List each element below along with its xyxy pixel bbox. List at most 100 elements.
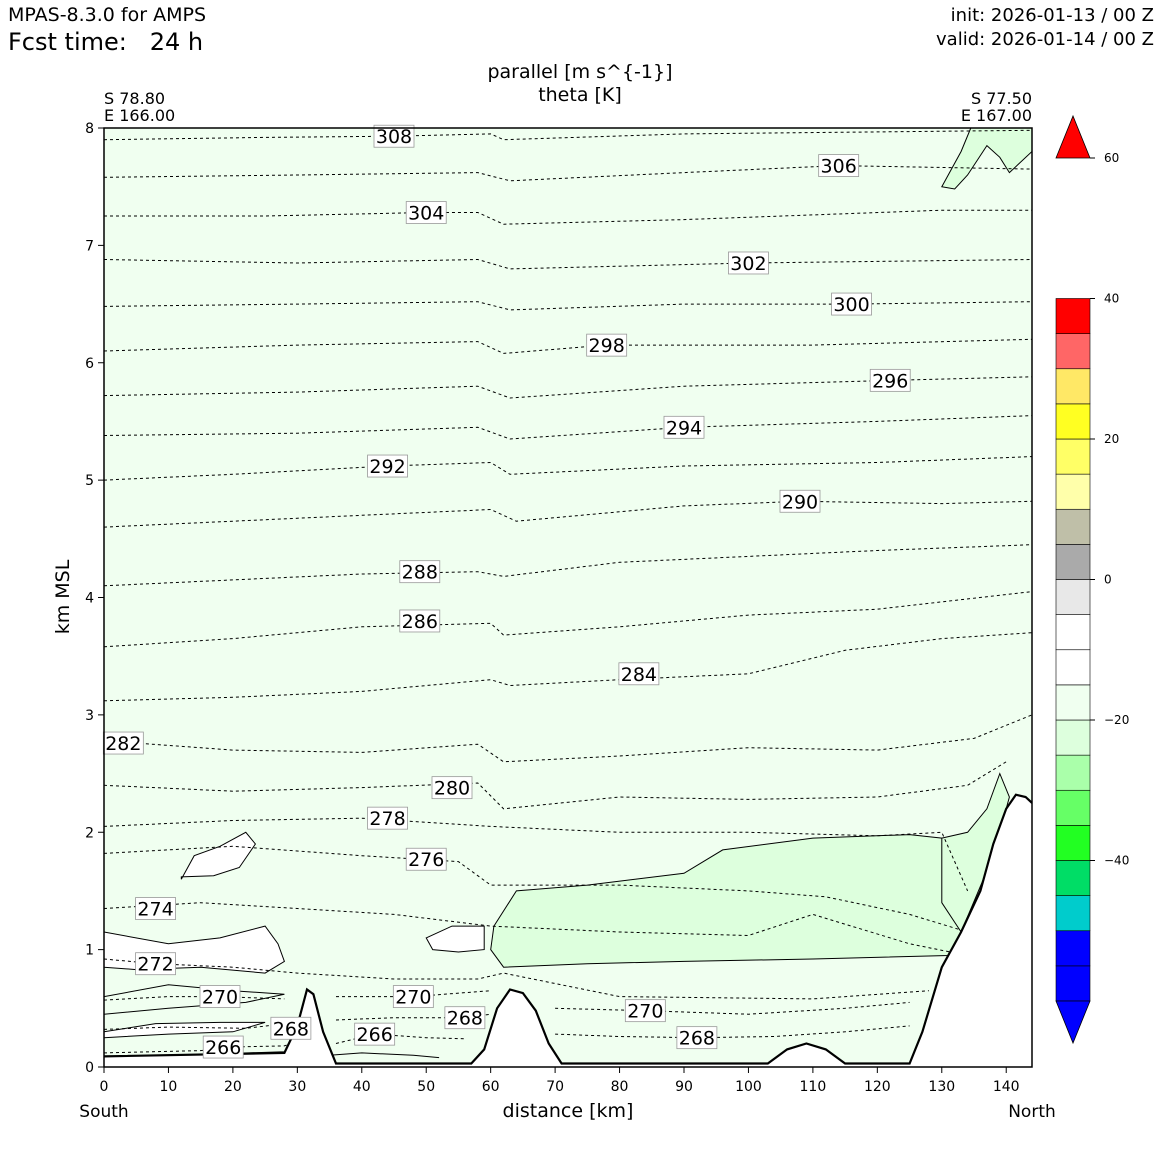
colorbar-segment-2	[1055, 895, 1091, 932]
colorbar-tick-label-4: −20	[1104, 713, 1129, 727]
y-tick-label-5: 5	[85, 473, 94, 489]
theta-label-text: 268	[447, 1008, 483, 1030]
y-tick-label-3: 3	[85, 708, 94, 724]
theta-label-286-15: 286	[399, 609, 441, 633]
y-tick-label-8: 8	[85, 121, 94, 137]
theta-label-text: 300	[833, 294, 869, 316]
theta-label-282-13: 282	[102, 731, 144, 755]
theta-label-box	[444, 1006, 486, 1030]
colorbar-tick-label-1: 40	[1104, 292, 1119, 306]
theta-contour-280-12	[104, 761, 1007, 810]
colorbar-segment-19	[1055, 298, 1091, 334]
x-tick-label-90: 90	[675, 1079, 693, 1095]
theta-label-270-7: 270	[624, 999, 666, 1023]
theta-label-text: 304	[408, 203, 444, 225]
theta-label-306-25: 306	[818, 154, 860, 178]
terrain-line	[104, 793, 1032, 1065]
theta-label-box	[135, 897, 176, 920]
theta-contour-276-10	[104, 845, 968, 933]
theta-contour-298-21	[104, 338, 1032, 354]
theta-label-274-9: 274	[135, 897, 176, 921]
theta-label-box	[869, 368, 911, 392]
theta-label-288-16: 288	[399, 560, 441, 584]
theta-label-text: 308	[376, 126, 412, 148]
theta-label-box	[354, 1022, 396, 1046]
x-tick-label-100: 100	[735, 1079, 762, 1095]
theta-label-266-0: 266	[202, 1035, 244, 1059]
theta-label-text: 294	[666, 417, 702, 439]
theta-label-276-10: 276	[405, 847, 447, 871]
theta-label-box	[663, 415, 705, 439]
y-tick-label-4: 4	[85, 591, 94, 607]
colorbar-segment-13	[1055, 508, 1091, 545]
init-time: init: 2026-01-13 / 00 Z	[950, 5, 1154, 26]
theta-label-text: 302	[730, 253, 766, 275]
wind-contour-1	[104, 984, 285, 1015]
south-label: South	[79, 1102, 128, 1122]
theta-label-text: 280	[434, 778, 470, 800]
theta-contour-274-9	[104, 902, 968, 956]
theta-label-292-18: 292	[367, 454, 408, 478]
theta-contour-290-17	[104, 500, 1032, 528]
theta-label-box	[431, 776, 473, 800]
theta-label-text: 268	[679, 1028, 715, 1050]
theta-label-296-20: 296	[869, 368, 911, 392]
theta-label-294-19: 294	[663, 415, 705, 439]
y-tick-label-6: 6	[85, 356, 94, 372]
theta-label-284-14: 284	[618, 662, 660, 686]
x-tick-label-10: 10	[160, 1079, 178, 1095]
colorbar-extend-low	[1055, 1000, 1091, 1045]
theta-label-text: 286	[402, 611, 438, 633]
x-tick-label-50: 50	[417, 1079, 435, 1095]
theta-label-304-24: 304	[405, 201, 447, 225]
theta-label-text: 266	[205, 1037, 241, 1059]
theta-label-text: 266	[357, 1024, 393, 1046]
theta-contour-294-19	[104, 415, 1032, 440]
x-tick-label-40: 40	[353, 1079, 371, 1095]
theta-contour-270-6	[336, 990, 491, 998]
colorbar-segment-12	[1055, 544, 1091, 580]
theta-label-272-8: 272	[135, 952, 176, 976]
theta-label-text: 270	[395, 987, 431, 1009]
theta-label-text: 274	[137, 899, 173, 921]
theta-label-box	[818, 154, 860, 177]
theta-contour-282-13	[104, 714, 1032, 763]
theta-label-box	[779, 489, 821, 513]
theta-label-280-12: 280	[431, 776, 473, 800]
theta-contour-306-25	[104, 165, 1032, 182]
theta-label-text: 284	[621, 664, 657, 686]
theta-contour-270-5	[104, 996, 285, 1001]
theta-label-text: 270	[202, 987, 238, 1009]
x-tick-label-80: 80	[611, 1079, 629, 1095]
x-tick-label-60: 60	[482, 1079, 500, 1095]
theta-label-text: 278	[369, 808, 405, 830]
x-axis-label: distance [km]	[503, 1100, 634, 1122]
theta-label-box	[676, 1026, 718, 1050]
wind-region-6	[104, 1021, 266, 1039]
theta-label-box	[199, 985, 241, 1008]
forecast-time-value: 24 h	[149, 28, 204, 56]
theta-contour-308-26	[104, 129, 1032, 141]
theta-contour-272-8	[104, 958, 929, 1000]
colorbar-segment-14	[1055, 473, 1091, 510]
right-endpoint-lon: E 167.00	[961, 106, 1032, 125]
theta-label-268-2: 268	[270, 1016, 312, 1040]
theta-contour-288-16	[104, 544, 1032, 587]
theta-contour-268-2	[104, 1021, 298, 1030]
y-axis-label: km MSL	[52, 559, 74, 634]
colorbar-segment-11	[1055, 579, 1091, 615]
theta-contour-304-24	[104, 209, 1032, 225]
chart-title-line-2: theta [K]	[538, 84, 622, 106]
right-endpoint-lat: S 77.50	[971, 89, 1032, 108]
theta-label-text: 288	[402, 562, 438, 584]
theta-label-box	[618, 662, 660, 686]
theta-label-text: 298	[589, 335, 625, 357]
theta-label-text: 276	[408, 849, 444, 871]
theta-label-298-21: 298	[586, 333, 628, 357]
theta-label-box	[728, 251, 769, 275]
theta-label-text: 272	[137, 954, 173, 976]
colorbar-segment-0	[1055, 965, 1091, 1002]
colorbar: 60 40 20 0 −20 −40	[1055, 114, 1129, 1045]
